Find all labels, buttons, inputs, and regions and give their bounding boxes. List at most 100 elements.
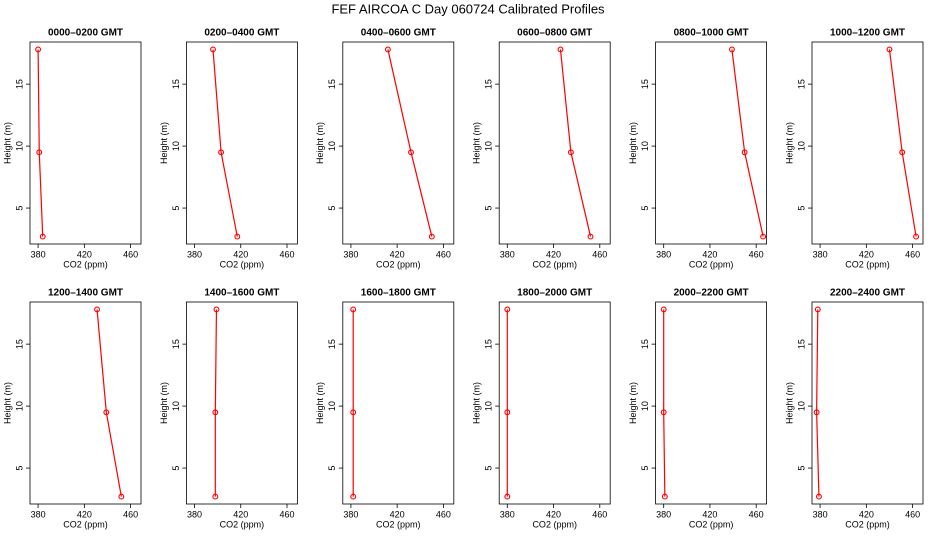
y-axis-label: Height (m) bbox=[628, 382, 638, 424]
panel-title: 0200–0400 GMT bbox=[204, 28, 279, 39]
x-tick-label: 380 bbox=[656, 249, 671, 259]
y-tick-label: 10 bbox=[796, 141, 806, 151]
profile-line bbox=[559, 49, 592, 237]
plot-frame bbox=[342, 41, 455, 245]
y-axis-label: Height (m) bbox=[2, 382, 12, 424]
x-tick-label: 460 bbox=[279, 249, 294, 259]
data-point bbox=[815, 493, 822, 500]
x-axis-label: CO2 (ppm) bbox=[220, 259, 265, 269]
panel-title: 0000–0200 GMT bbox=[48, 28, 123, 39]
y-tick-label: 10 bbox=[796, 401, 806, 411]
data-point bbox=[886, 46, 893, 53]
x-tick-label: 460 bbox=[749, 509, 764, 519]
x-tick-label: 380 bbox=[500, 509, 515, 519]
panel-title: 1000–1200 GMT bbox=[830, 28, 905, 39]
data-point bbox=[218, 149, 225, 156]
plot-frame bbox=[29, 41, 142, 245]
y-tick-label: 15 bbox=[14, 339, 24, 349]
x-tick-label: 380 bbox=[343, 509, 358, 519]
data-point bbox=[350, 493, 357, 500]
panel-title: 2200–2400 GMT bbox=[830, 288, 905, 299]
x-tick-label: 460 bbox=[123, 249, 138, 259]
data-point bbox=[504, 409, 511, 416]
x-tick-label: 420 bbox=[390, 249, 405, 259]
y-tick-label: 15 bbox=[484, 339, 494, 349]
y-tick-label: 15 bbox=[484, 79, 494, 89]
y-tick-label: 15 bbox=[327, 79, 337, 89]
data-point bbox=[350, 409, 357, 416]
y-tick-label: 10 bbox=[640, 141, 650, 151]
plot-frame bbox=[811, 301, 924, 505]
data-point bbox=[384, 46, 391, 53]
profile-line bbox=[37, 49, 44, 237]
x-tick-label: 380 bbox=[813, 509, 828, 519]
y-tick-label: 10 bbox=[171, 141, 181, 151]
y-tick-label: 10 bbox=[640, 401, 650, 411]
data-point bbox=[504, 306, 511, 313]
profile-line bbox=[212, 49, 238, 237]
x-tick-label: 460 bbox=[905, 509, 920, 519]
y-axis-label: Height (m) bbox=[472, 122, 482, 164]
y-tick-label: 5 bbox=[14, 466, 24, 471]
x-tick-label: 420 bbox=[546, 509, 561, 519]
data-point bbox=[557, 46, 564, 53]
data-point bbox=[234, 233, 241, 240]
x-tick-label: 420 bbox=[859, 249, 874, 259]
data-point bbox=[350, 306, 357, 313]
data-point bbox=[813, 409, 820, 416]
data-point bbox=[913, 233, 920, 240]
x-tick-label: 420 bbox=[702, 249, 717, 259]
x-tick-label: 420 bbox=[233, 249, 248, 259]
x-tick-label: 420 bbox=[702, 509, 717, 519]
x-axis-label: CO2 (ppm) bbox=[376, 259, 421, 269]
x-tick-label: 380 bbox=[813, 249, 828, 259]
x-tick-label: 460 bbox=[749, 249, 764, 259]
y-tick-label: 10 bbox=[327, 141, 337, 151]
y-tick-label: 15 bbox=[327, 339, 337, 349]
y-axis-label: Height (m) bbox=[315, 122, 325, 164]
data-point bbox=[103, 409, 110, 416]
data-point bbox=[213, 306, 220, 313]
y-tick-label: 5 bbox=[327, 466, 337, 471]
panel-title: 1600–1800 GMT bbox=[361, 288, 436, 299]
y-tick-label: 15 bbox=[171, 339, 181, 349]
plot-frame bbox=[811, 41, 924, 245]
y-axis-label: Height (m) bbox=[472, 382, 482, 424]
x-axis-label: CO2 (ppm) bbox=[376, 519, 421, 529]
y-tick-label: 15 bbox=[640, 339, 650, 349]
data-point bbox=[741, 149, 748, 156]
y-tick-label: 5 bbox=[640, 206, 650, 211]
x-tick-label: 380 bbox=[500, 249, 515, 259]
x-tick-label: 420 bbox=[546, 249, 561, 259]
y-tick-label: 10 bbox=[171, 401, 181, 411]
x-axis-label: CO2 (ppm) bbox=[689, 259, 734, 269]
data-point bbox=[760, 233, 767, 240]
y-tick-label: 5 bbox=[327, 206, 337, 211]
data-point bbox=[661, 493, 668, 500]
profile-line bbox=[214, 309, 218, 497]
data-point bbox=[728, 46, 735, 53]
plot-frame bbox=[655, 301, 767, 505]
plot-frame bbox=[342, 301, 455, 505]
y-tick-label: 5 bbox=[796, 206, 806, 211]
x-axis-label: CO2 (ppm) bbox=[845, 259, 890, 269]
x-tick-label: 460 bbox=[436, 249, 451, 259]
x-axis-label: CO2 (ppm) bbox=[845, 519, 890, 529]
y-tick-label: 10 bbox=[14, 401, 24, 411]
y-tick-label: 5 bbox=[484, 466, 494, 471]
x-axis-label: CO2 (ppm) bbox=[63, 259, 108, 269]
x-tick-label: 460 bbox=[279, 509, 294, 519]
plot-frame bbox=[185, 301, 298, 505]
x-tick-label: 460 bbox=[436, 509, 451, 519]
x-axis-label: CO2 (ppm) bbox=[63, 519, 108, 529]
data-point bbox=[35, 46, 42, 53]
y-tick-label: 5 bbox=[484, 206, 494, 211]
x-axis-label: CO2 (ppm) bbox=[532, 519, 577, 529]
x-axis-label: CO2 (ppm) bbox=[532, 259, 577, 269]
y-tick-label: 10 bbox=[14, 141, 24, 151]
x-tick-label: 460 bbox=[592, 249, 607, 259]
main-title: FEF AIRCOA C Day 060724 Calibrated Profi… bbox=[331, 1, 605, 16]
x-tick-label: 420 bbox=[77, 509, 92, 519]
plot-frame bbox=[655, 41, 767, 245]
y-axis-label: Height (m) bbox=[159, 382, 169, 424]
